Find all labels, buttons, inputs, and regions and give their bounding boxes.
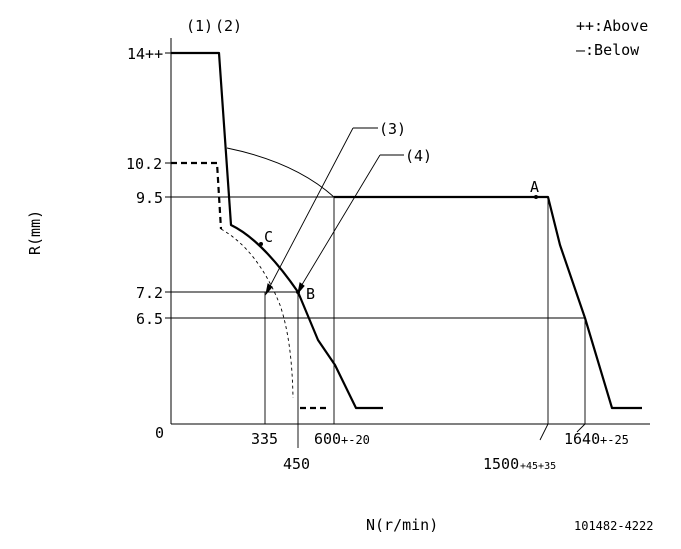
point-a-label: A xyxy=(530,178,539,196)
main-curve xyxy=(171,51,383,410)
leader-1500 xyxy=(539,423,549,441)
upper-arc xyxy=(226,147,335,198)
callout-4-leader xyxy=(299,154,381,289)
label-2: (2) xyxy=(215,17,242,35)
right-curve xyxy=(334,195,642,410)
x-tick-label-1500: 1500 xyxy=(483,455,519,473)
x-axis-title: N(r/min) xyxy=(366,516,438,534)
x-tick-label-335: 335 xyxy=(251,430,278,448)
callout-3-arrowhead xyxy=(265,283,273,296)
y-tick-label-7-2: 7.2 xyxy=(136,284,163,302)
callout-3-label: (3) xyxy=(379,120,406,138)
y-tick-label-6-5: 6.5 xyxy=(136,310,163,328)
legend-above: ++:Above xyxy=(576,17,648,35)
point-c-label: C xyxy=(264,228,273,246)
legend-below: —:Below xyxy=(576,41,640,59)
y-tick-label-9-5: 9.5 xyxy=(136,189,163,207)
point-b-marker xyxy=(296,290,300,294)
callout-3-leader xyxy=(267,127,354,291)
point-a-marker xyxy=(534,195,538,199)
x-tick-label-1640: 1640 xyxy=(564,430,600,448)
callout-4-label: (4) xyxy=(405,147,432,165)
y-tick-label-14: 14++ xyxy=(127,45,163,63)
point-b-label: B xyxy=(306,285,315,303)
x-tick-label-1640-tol: +-25 xyxy=(600,433,629,447)
x-tick-label-600: 600 xyxy=(314,430,341,448)
below-curve-upper xyxy=(171,161,223,230)
x-tick-label-450: 450 xyxy=(283,455,310,473)
y-axis-title: R(mm) xyxy=(26,210,44,255)
leader-1640 xyxy=(576,423,586,433)
figure-id: 101482-4222 xyxy=(574,519,653,533)
callout-4-arrowhead xyxy=(297,282,305,295)
x-tick-label-600-tol: +-20 xyxy=(341,433,370,447)
below-curve-lower xyxy=(220,228,294,399)
x-tick-label-1500-tol: +45+35 xyxy=(520,461,556,472)
y-tick-label-0: 0 xyxy=(155,424,164,442)
y-tick-label-10-2: 10.2 xyxy=(126,155,162,173)
label-1: (1) xyxy=(186,17,213,35)
point-c-marker xyxy=(259,242,263,246)
